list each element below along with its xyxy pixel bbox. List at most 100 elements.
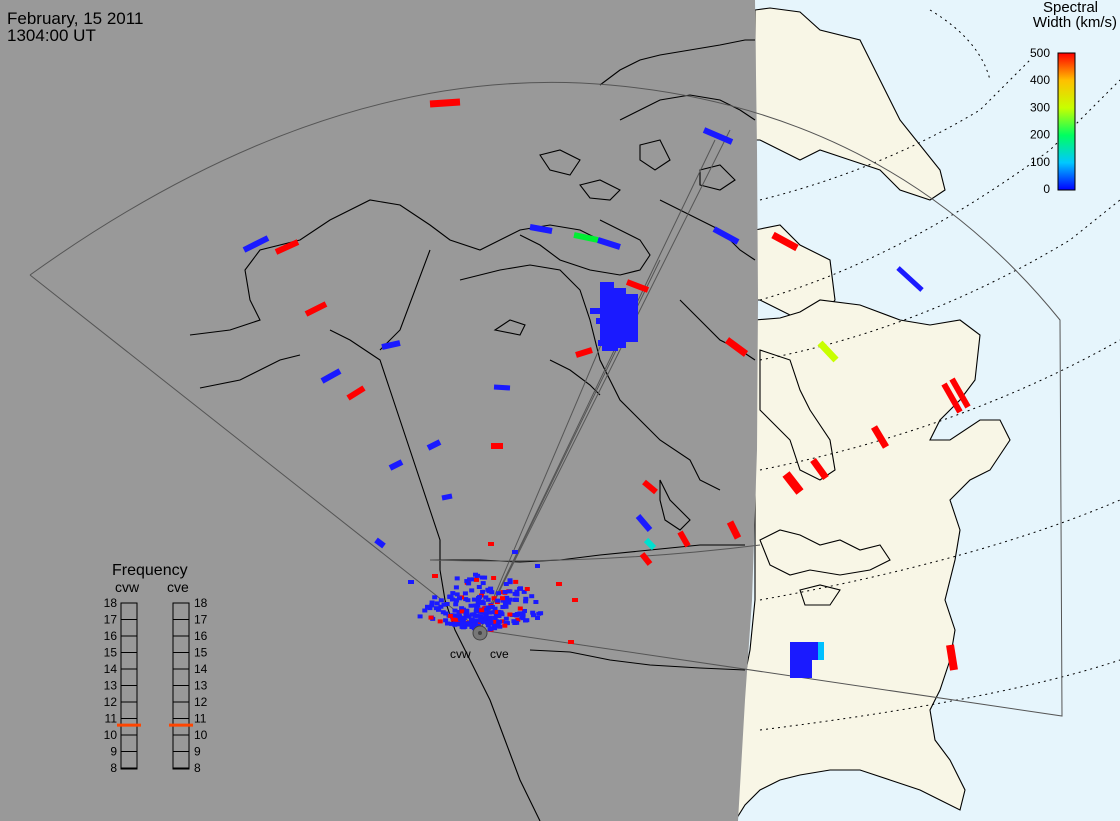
colorbar-gradient (1057, 52, 1076, 191)
scatter-cell-near (445, 621, 450, 626)
scatter-cell-near (449, 621, 455, 626)
scatter-cell-near (514, 589, 520, 594)
colorbar: Spectral Width (km/s) 500 400 300 200 100 0 (1030, 0, 1117, 196)
scatter-cell (642, 479, 658, 495)
scatter-cell (870, 425, 890, 449)
frequency-tick-label: 18 (104, 596, 118, 610)
scatter-cell-near (531, 613, 536, 618)
scatter-cell-near (490, 610, 496, 615)
scatter-cell (426, 439, 442, 451)
frequency-tick-label: 11 (194, 712, 207, 726)
scatter-cell-near (480, 581, 486, 586)
scatter-cell-near (517, 606, 523, 611)
scatter-cell-near (500, 605, 506, 609)
scatter-cells (242, 98, 971, 678)
scatter-cell (639, 552, 653, 566)
scatter-block (622, 294, 638, 342)
time-label: 1304:00 UT (7, 26, 96, 45)
scatter-cell-near (459, 609, 465, 614)
radar-site-dot (478, 631, 482, 635)
scatter-cell (949, 377, 971, 409)
scatter-cell (896, 266, 924, 292)
scatter-cell-near (467, 622, 473, 627)
scatter-cell-near (466, 581, 472, 586)
scatter-cell-near (438, 604, 444, 609)
scatter-cell-near (503, 616, 509, 621)
scatter-cell (771, 231, 799, 252)
scatter-cell (320, 368, 342, 384)
scatter-cell-near (484, 607, 490, 612)
scatter-cell-near (507, 589, 513, 594)
scatter-cell-near (493, 612, 499, 617)
scatter-block (790, 642, 812, 678)
scatter-cell-near (500, 619, 506, 624)
frequency-tick-label: 9 (110, 745, 117, 759)
scatter-cell-near (485, 597, 491, 602)
scatter-cell-near (515, 617, 521, 622)
scatter-cell (529, 224, 553, 234)
scatter-cell-near (470, 622, 476, 627)
scatter-cell-near (450, 597, 455, 602)
frequency-tick-label: 10 (104, 728, 118, 742)
scatter-cell-near (478, 614, 484, 619)
scatter-cell (946, 644, 958, 671)
frequency-tick-label: 11 (105, 712, 118, 726)
scatter-cell-near (489, 626, 494, 631)
scatter-cell-near (507, 612, 513, 617)
scatter-cell (817, 340, 839, 363)
scatter-cell-near (524, 618, 530, 623)
scatter-cell-near (433, 606, 439, 611)
scatter-cell-near (493, 623, 499, 628)
scatter-cell-near (529, 594, 535, 599)
scatter-cell-near (432, 595, 438, 600)
colorbar-title-line1: Spectral (1043, 0, 1098, 16)
frequency-panel: Frequency cvw cve 18 17 16 15 14 13 12 11 10 9 8 1… (104, 562, 208, 775)
scatter-cell (346, 385, 366, 401)
scatter-cell-near (524, 587, 530, 591)
scatter-cell-near (492, 626, 498, 631)
scatter-cell-near (483, 613, 489, 618)
scatter-cell-near (503, 582, 509, 586)
scatter-cell-near (513, 597, 519, 602)
scatter-cell-near (453, 585, 459, 590)
scatter-cell-near (535, 616, 540, 620)
scatter-cell-near (491, 576, 497, 580)
scatter-cell-near (488, 620, 494, 625)
scatter-cell-near (519, 615, 525, 620)
scatter-cell-near (472, 613, 478, 618)
scatter-cell-near (450, 617, 456, 622)
frequency-title: Frequency (112, 562, 188, 579)
scatter-cell-near (492, 606, 498, 611)
scatter-cell-near (504, 595, 510, 600)
scatter-cell-near (503, 604, 509, 609)
scatter-cell-near (517, 586, 523, 591)
scatter-cell (625, 279, 650, 293)
lat-lon-grid (759, 9, 1120, 731)
scatter-cell-near (457, 596, 462, 601)
scatter-cell-near (502, 623, 508, 628)
colorbar-tick-label: 200 (1030, 128, 1050, 142)
scatter-cell-near (502, 590, 508, 594)
colorbar-tick-label: 300 (1030, 100, 1050, 114)
frequency-tick-label: 16 (104, 629, 118, 643)
scatter-cell-near (457, 614, 462, 619)
scatter-cell-near (495, 598, 501, 603)
date-label: February, 15 2011 (7, 9, 143, 28)
scatter-cell-near (464, 611, 470, 616)
frequency-tick-label: 17 (104, 613, 118, 627)
scatter-cell-near (497, 624, 503, 629)
scatter-block (596, 318, 616, 324)
frequency-tick-label: 10 (194, 728, 208, 742)
scatter-cell-near (474, 607, 480, 612)
scatter-cell-near (500, 598, 506, 603)
scatter-cell (712, 226, 740, 245)
frequency-tick-label: 14 (104, 662, 118, 676)
scatter-cell-near (491, 596, 497, 601)
scatter-cell-near (485, 605, 491, 610)
frequency-tick-label: 9 (194, 745, 201, 759)
scatter-cell-near (533, 600, 539, 604)
scatter-block (818, 642, 824, 660)
scatter-block (602, 343, 618, 351)
scatter-cell (274, 239, 300, 255)
